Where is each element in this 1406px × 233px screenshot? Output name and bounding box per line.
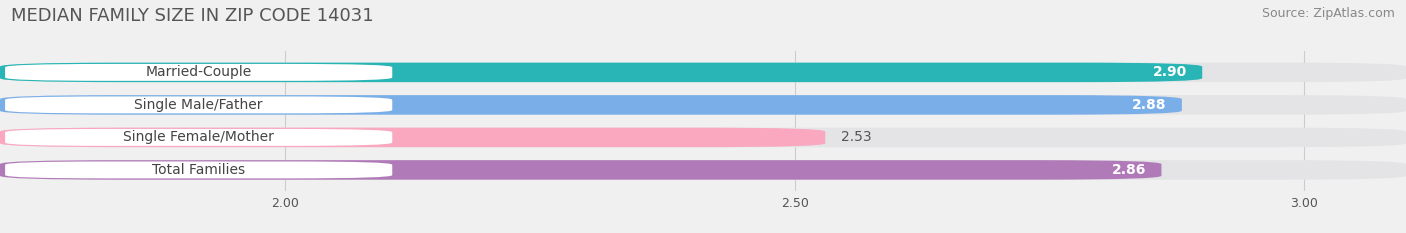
Text: Source: ZipAtlas.com: Source: ZipAtlas.com [1261, 7, 1395, 20]
Text: MEDIAN FAMILY SIZE IN ZIP CODE 14031: MEDIAN FAMILY SIZE IN ZIP CODE 14031 [11, 7, 374, 25]
Text: Total Families: Total Families [152, 163, 245, 177]
FancyBboxPatch shape [0, 95, 1182, 115]
FancyBboxPatch shape [6, 64, 392, 81]
Text: 2.86: 2.86 [1112, 163, 1146, 177]
Text: 2.88: 2.88 [1132, 98, 1167, 112]
FancyBboxPatch shape [0, 63, 1406, 82]
FancyBboxPatch shape [0, 63, 1202, 82]
FancyBboxPatch shape [0, 128, 1406, 147]
Text: Married-Couple: Married-Couple [146, 65, 252, 79]
FancyBboxPatch shape [0, 160, 1406, 180]
Text: Single Male/Father: Single Male/Father [135, 98, 263, 112]
Text: Single Female/Mother: Single Female/Mother [124, 130, 274, 144]
Text: 2.53: 2.53 [841, 130, 872, 144]
FancyBboxPatch shape [0, 95, 1406, 115]
FancyBboxPatch shape [0, 128, 825, 147]
FancyBboxPatch shape [6, 129, 392, 146]
FancyBboxPatch shape [6, 96, 392, 113]
Text: 2.90: 2.90 [1153, 65, 1187, 79]
FancyBboxPatch shape [6, 161, 392, 178]
FancyBboxPatch shape [0, 160, 1161, 180]
